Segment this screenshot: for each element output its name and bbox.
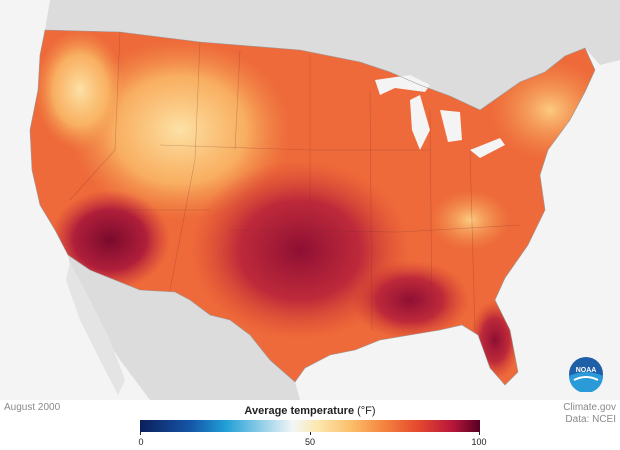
map-date: August 2000: [4, 402, 61, 413]
legend-tick-max: 100: [471, 437, 487, 447]
footer: August 2000 Average temperature (°F) 0 5…: [0, 400, 620, 450]
temperature-map: [29, 0, 620, 400]
credit-data-source: Data: NCEI: [565, 414, 616, 425]
credit-climate-gov: Climate.gov: [563, 402, 616, 413]
legend-title: Average temperature (°F): [244, 405, 376, 417]
credits: Climate.gov Data: NCEI: [563, 402, 616, 426]
map-area: NOAA: [29, 0, 620, 400]
canada-land: [45, 0, 620, 110]
mexico-land: [68, 255, 300, 400]
legend-tick-mid: 50: [304, 437, 316, 447]
great-lakes: [375, 75, 505, 158]
svg-text:NOAA: NOAA: [576, 367, 597, 374]
legend-tick-min: 0: [138, 437, 144, 447]
noaa-logo: NOAA: [568, 356, 604, 393]
baja-land: [66, 262, 125, 395]
legend-color-bar: [140, 420, 480, 432]
